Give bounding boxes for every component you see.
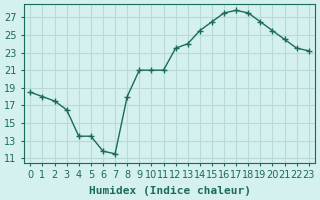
X-axis label: Humidex (Indice chaleur): Humidex (Indice chaleur) — [89, 186, 251, 196]
